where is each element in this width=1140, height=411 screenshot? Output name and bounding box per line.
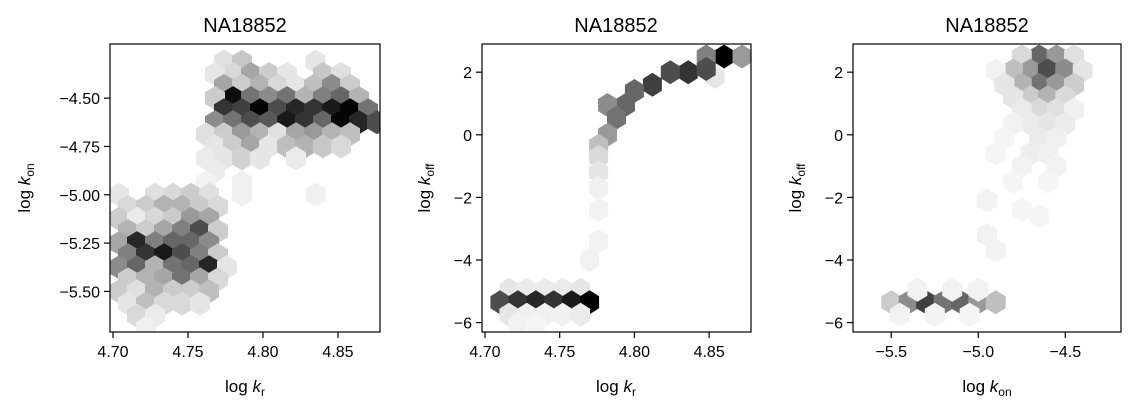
panel-kr-vs-koff: NA18852 4.70 4.75 4.80 4.85 2 0 −2 −4 −6 log kr… <box>415 15 752 399</box>
x-tick-label: 4.70 <box>97 344 128 361</box>
hexbin-cell <box>136 315 156 332</box>
hexbin-cell <box>1037 169 1058 194</box>
hexbin-cell <box>589 197 609 222</box>
hexbin-cell <box>190 291 210 316</box>
hexbin-cell <box>714 44 734 69</box>
y-tick-label: −6 <box>825 316 843 333</box>
y-tick-label: −6 <box>454 316 472 333</box>
y-ticks: 2 0 −2 −4 −6 <box>825 65 853 333</box>
y-tick-label: 2 <box>834 65 843 82</box>
hexbin-layer <box>881 44 1093 327</box>
hexbin-cell <box>607 105 626 130</box>
axes-frame <box>852 43 1122 333</box>
hexbin-cell <box>696 57 716 81</box>
y-tick-label: −5.00 <box>60 188 101 205</box>
hexbin-cell <box>232 182 252 207</box>
y-axis-label: log kon <box>15 163 37 212</box>
x-ticks: −5.5 −5.0 −4.5 <box>875 332 1081 361</box>
hexbin-cell <box>571 302 591 327</box>
panel-kon-vs-koff: NA18852 −5.5 −5.0 −4.5 2 0 −2 −4 −6 log kon lo… <box>786 15 1122 399</box>
hexbin-cell <box>589 229 609 254</box>
x-ticks: 4.70 4.75 4.80 4.85 <box>97 332 354 361</box>
hexbin-cell <box>331 134 351 159</box>
y-tick-label: −4.50 <box>60 91 101 108</box>
y-tick-label: −2 <box>825 190 843 207</box>
hexbin-cell <box>1029 204 1050 229</box>
x-axis-label: log kr <box>596 377 636 399</box>
y-tick-label: −5.50 <box>60 284 101 301</box>
hexbin-layer <box>490 44 751 332</box>
x-tick-label: 4.75 <box>544 344 575 361</box>
hexbin-cell <box>367 110 380 135</box>
panel-title: NA18852 <box>574 15 657 37</box>
hexbin-cell <box>553 302 573 327</box>
hexbin-cell <box>508 312 528 332</box>
hexbin-cell <box>286 146 306 171</box>
hexbin-cell <box>1003 169 1024 194</box>
hexbin-cell <box>580 248 600 272</box>
y-tick-label: −2 <box>454 190 472 207</box>
y-axis-label: log koff <box>415 163 437 213</box>
hexbin-cell <box>907 277 928 302</box>
hexbin-cell <box>977 188 997 213</box>
panel-title: NA18852 <box>203 15 286 37</box>
y-tick-label: 0 <box>834 128 843 145</box>
x-tick-label: −5.5 <box>875 344 907 361</box>
y-tick-label: −5.25 <box>60 236 101 253</box>
hexbin-cell <box>890 302 910 327</box>
hexbin-cell <box>732 44 751 69</box>
panel-kr-vs-kon: NA18852 4.70 4.75 4.80 4.85 −4.50 −4.75 −5.00… <box>15 15 381 399</box>
y-tick-label: −4 <box>454 253 472 270</box>
x-ticks: 4.70 4.75 4.80 4.85 <box>469 332 725 361</box>
hexbin-cell <box>313 134 333 159</box>
hexbin-cell <box>172 291 192 316</box>
hexbin-cell <box>959 302 980 327</box>
hexbin-cell <box>985 290 1006 315</box>
y-tick-label: 0 <box>463 128 472 145</box>
x-tick-label: −5.0 <box>963 344 995 361</box>
hexbin-cell <box>589 176 609 200</box>
x-tick-label: 4.80 <box>619 344 650 361</box>
y-ticks: 2 0 −2 −4 −6 <box>454 65 482 333</box>
x-tick-label: 4.80 <box>247 344 278 361</box>
x-tick-label: 4.85 <box>694 344 725 361</box>
hexbin-cell <box>968 277 989 302</box>
y-ticks: −4.50 −4.75 −5.00 −5.25 −5.50 <box>60 91 110 301</box>
hexbin-cell <box>589 160 609 185</box>
hexbin-cell <box>660 60 680 85</box>
x-axis-label: log kon <box>962 377 1011 399</box>
x-tick-label: 4.70 <box>469 344 500 361</box>
x-tick-label: −4.5 <box>1050 344 1082 361</box>
hexbin-cell <box>526 312 546 332</box>
panel-title: NA18852 <box>945 15 1028 37</box>
hexbin-layer <box>110 49 380 332</box>
y-axis-label: log koff <box>786 163 808 213</box>
hexbin-cell <box>924 302 945 327</box>
hexbin-cell <box>678 60 698 85</box>
y-tick-label: −4 <box>825 253 843 270</box>
hexbin-cell <box>232 146 252 171</box>
hexbin-cell <box>942 277 963 302</box>
hexbin-cell <box>1011 197 1032 222</box>
x-axis-label: log kr <box>225 377 265 399</box>
x-tick-label: 4.85 <box>322 344 353 361</box>
x-tick-label: 4.75 <box>172 344 203 361</box>
y-tick-label: 2 <box>463 65 472 82</box>
hexbin-cell <box>642 72 662 97</box>
hexbin-cell <box>589 144 609 169</box>
axes-frame <box>109 43 381 333</box>
hexbin-cell <box>250 146 270 171</box>
hexbin-cell <box>985 238 1006 263</box>
y-tick-label: −4.75 <box>60 139 101 156</box>
axes-frame <box>481 43 752 333</box>
hexbin-cell <box>305 182 326 207</box>
hexbin-cell <box>985 141 1006 166</box>
